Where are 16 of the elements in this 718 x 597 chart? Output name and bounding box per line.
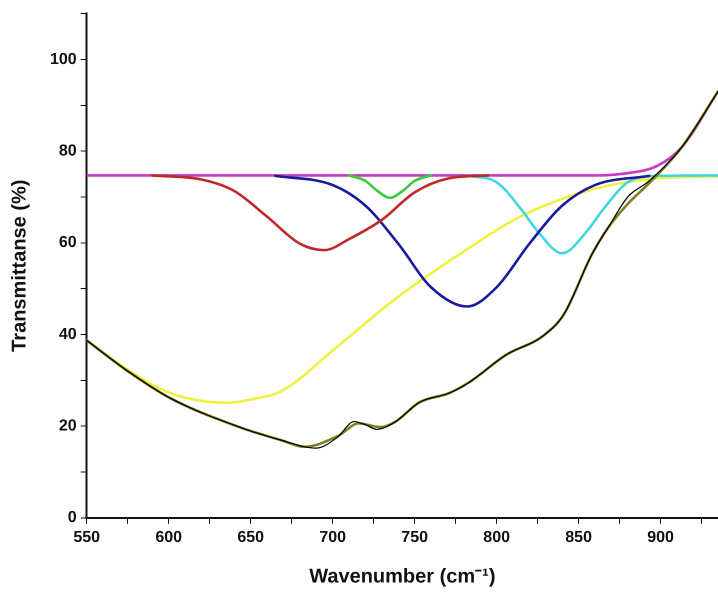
x-tick-label: 700	[319, 528, 346, 546]
y-tick-label: 20	[58, 418, 77, 435]
x-tick-label: 550	[73, 528, 100, 546]
y-axis-title: Transmittanse (%)	[8, 180, 31, 352]
x-tick-label: 850	[565, 528, 592, 546]
x-tick-label: 800	[483, 528, 510, 546]
y-tick-label: 100	[50, 50, 77, 68]
y-tick-label: 80	[58, 142, 77, 160]
x-tick-label: 900	[647, 528, 674, 546]
y-tick-label: 0	[68, 509, 77, 526]
x-tick-label: 750	[401, 528, 428, 546]
x-tick-label: 600	[155, 528, 182, 546]
y-tick-label: 60	[58, 234, 77, 252]
y-tick-label: 40	[58, 326, 77, 343]
x-axis-title: Wavenumber (cm⁻¹)	[309, 566, 496, 588]
x-tick-label: 650	[237, 528, 264, 546]
